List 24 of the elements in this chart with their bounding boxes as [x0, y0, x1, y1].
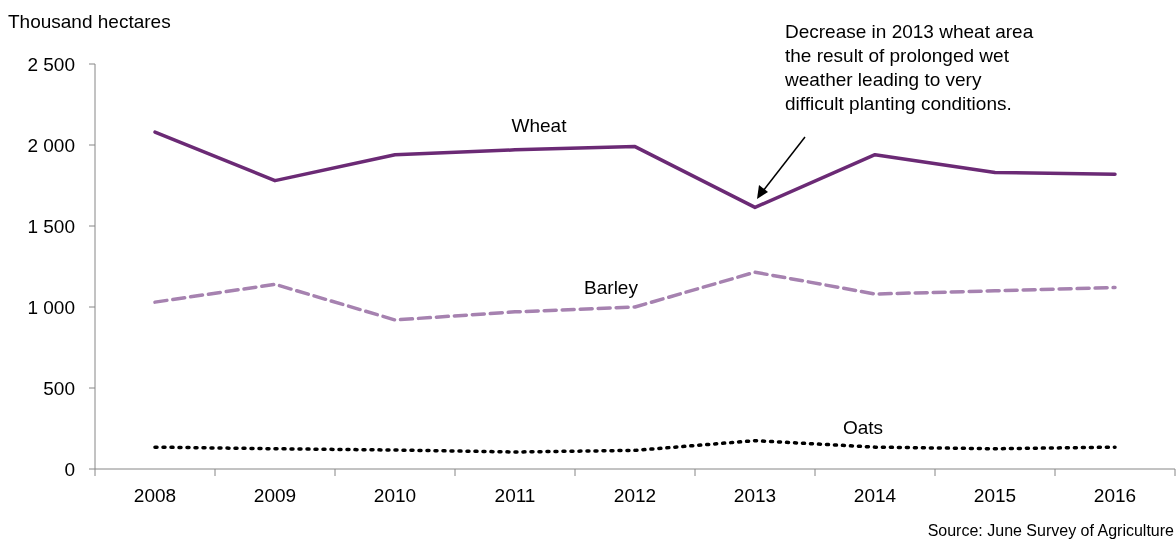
- x-tick-label: 2013: [733, 485, 777, 506]
- x-tick-label: 2014: [853, 485, 897, 506]
- y-tick-label: 2 500: [27, 54, 75, 75]
- line-series: [153, 130, 1117, 210]
- y-tick-label: 2 000: [27, 135, 75, 156]
- series-label: Oats: [842, 417, 884, 439]
- x-tick-label: 2010: [373, 485, 417, 506]
- y-tick-label: 1 500: [27, 216, 75, 237]
- x-tick-label: 2015: [973, 485, 1017, 506]
- y-tick-label: 1 000: [27, 297, 75, 318]
- y-tick-label: 0: [64, 459, 75, 480]
- line-series: [153, 438, 1117, 454]
- y-axis-title: Thousand hectares: [8, 11, 171, 32]
- x-tick-label: 2011: [494, 485, 536, 506]
- y-tick-label: 500: [43, 378, 75, 399]
- x-tick-label: 2012: [613, 485, 657, 506]
- series-label: Barley: [584, 276, 639, 298]
- annotation: Decrease in 2013 wheat area the result of prolonged wet weather leading to very difficult planting conditions.: [784, 21, 1034, 114]
- x-tick-label: 2016: [1093, 485, 1137, 506]
- x-tick-label: 2008: [133, 485, 177, 506]
- source-note: Source: June Survey of Agriculture: [927, 522, 1175, 539]
- series-label: Wheat: [511, 115, 568, 137]
- line-series: [153, 270, 1117, 322]
- x-tick-label: 2009: [253, 485, 297, 506]
